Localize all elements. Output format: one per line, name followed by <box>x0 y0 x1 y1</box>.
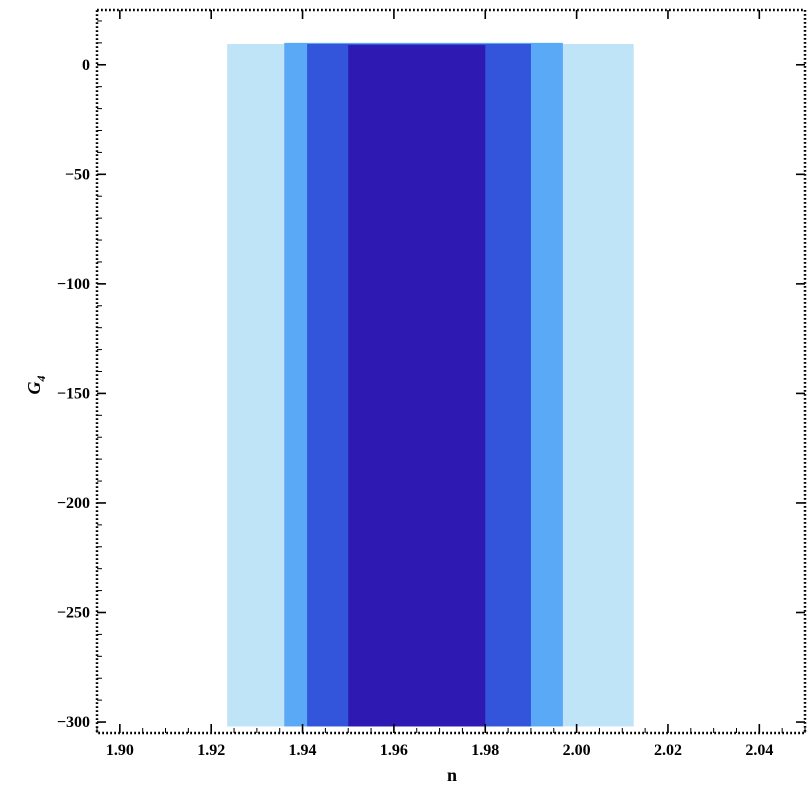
x-tick-label-0: 1.90 <box>106 742 134 759</box>
x-tick-label-4: 1.98 <box>471 742 499 759</box>
x-axis-label: n <box>447 765 457 785</box>
y-axis-label-main: G <box>24 382 44 395</box>
x-tick-label-5: 2.00 <box>563 742 591 759</box>
y-tick-label-5: −250 <box>57 605 90 622</box>
y-tick-label-0: 0 <box>82 57 90 74</box>
x-tick-label-1: 1.92 <box>197 742 225 759</box>
y-axis-label-subscript: 4 <box>34 376 48 383</box>
axis-ticks <box>96 10 806 733</box>
y-tick-label-1: −50 <box>65 166 90 183</box>
y-tick-label-3: −150 <box>57 385 90 402</box>
x-tick-label-7: 2.04 <box>745 742 773 759</box>
svg-text:G4: G4 <box>24 376 48 395</box>
y-axis-label: G4 <box>24 376 48 395</box>
y-tick-label-6: −300 <box>57 714 90 731</box>
x-tick-label-6: 2.02 <box>654 742 682 759</box>
confidence-regions <box>227 42 634 727</box>
tick-labels: 1.90 1.92 1.94 1.96 1.98 2.00 2.02 2.04 0 −50 −100… <box>57 57 773 759</box>
region-4 <box>348 45 486 727</box>
y-tick-label-2: −100 <box>57 276 90 293</box>
x-tick-label-2: 1.94 <box>289 742 317 759</box>
x-tick-label-3: 1.96 <box>380 742 408 759</box>
y-tick-label-4: −200 <box>57 495 90 512</box>
